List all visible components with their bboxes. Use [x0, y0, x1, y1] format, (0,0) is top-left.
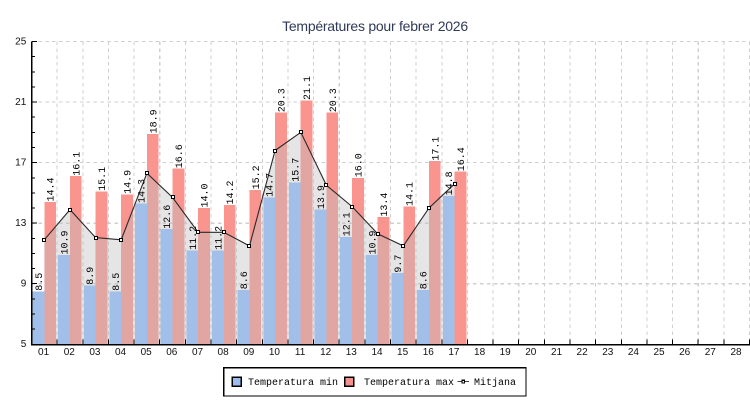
svg-text:14.4: 14.4	[47, 177, 58, 201]
svg-text:8.6: 8.6	[420, 271, 431, 289]
svg-text:11: 11	[295, 347, 306, 358]
svg-text:09: 09	[243, 347, 255, 358]
svg-text:11.2: 11.2	[189, 226, 200, 250]
svg-text:01: 01	[38, 347, 50, 358]
svg-text:12.1: 12.1	[343, 212, 354, 236]
svg-text:20.3: 20.3	[329, 88, 340, 112]
svg-text:13.4: 13.4	[380, 193, 391, 217]
svg-text:17.1: 17.1	[431, 137, 442, 161]
svg-text:8.5: 8.5	[112, 273, 123, 291]
svg-text:28: 28	[730, 347, 742, 358]
svg-text:24: 24	[628, 347, 640, 358]
svg-text:14: 14	[371, 347, 383, 358]
svg-text:08: 08	[218, 347, 230, 358]
svg-text:8.9: 8.9	[86, 267, 97, 285]
svg-text:20.3: 20.3	[278, 88, 289, 112]
svg-text:15.2: 15.2	[252, 165, 263, 189]
svg-text:05: 05	[141, 347, 153, 358]
svg-text:03: 03	[89, 347, 101, 358]
svg-text:15.1: 15.1	[98, 167, 109, 191]
svg-text:04: 04	[115, 347, 127, 358]
svg-text:18.9: 18.9	[149, 109, 160, 133]
svg-text:10.9: 10.9	[61, 230, 72, 254]
svg-text:21.1: 21.1	[303, 76, 314, 100]
svg-text:02: 02	[64, 347, 76, 358]
svg-text:26: 26	[679, 347, 691, 358]
svg-text:13.9: 13.9	[317, 185, 328, 209]
svg-text:8.5: 8.5	[35, 273, 46, 291]
svg-text:07: 07	[192, 347, 204, 358]
svg-text:06: 06	[166, 347, 178, 358]
svg-text:5: 5	[21, 339, 27, 350]
svg-text:Temperatura min: Temperatura min	[248, 377, 338, 389]
svg-text:16.4: 16.4	[457, 147, 468, 171]
svg-text:20: 20	[525, 347, 537, 358]
svg-text:12.6: 12.6	[163, 205, 174, 229]
svg-text:14.1: 14.1	[406, 182, 417, 206]
svg-text:15.7: 15.7	[291, 158, 302, 182]
svg-text:9.7: 9.7	[394, 255, 405, 273]
svg-text:10.9: 10.9	[368, 230, 379, 254]
svg-text:10: 10	[269, 347, 281, 358]
svg-text:22: 22	[577, 347, 589, 358]
svg-text:27: 27	[705, 347, 717, 358]
svg-text:25: 25	[15, 36, 27, 47]
svg-text:21: 21	[15, 97, 27, 108]
svg-text:9: 9	[21, 279, 27, 290]
svg-text:15: 15	[397, 347, 409, 358]
svg-text:13: 13	[346, 347, 358, 358]
svg-text:18: 18	[474, 347, 486, 358]
svg-text:23: 23	[602, 347, 614, 358]
svg-text:14.9: 14.9	[124, 170, 135, 194]
svg-text:14.3: 14.3	[138, 179, 149, 203]
svg-text:14.8: 14.8	[445, 171, 456, 195]
svg-text:12: 12	[320, 347, 332, 358]
svg-text:14.0: 14.0	[201, 183, 212, 207]
svg-text:14.2: 14.2	[226, 180, 237, 204]
svg-text:Mitjana: Mitjana	[474, 377, 516, 389]
svg-text:17: 17	[448, 347, 460, 358]
svg-text:11.2: 11.2	[214, 226, 225, 250]
svg-text:19: 19	[500, 347, 512, 358]
svg-text:16.6: 16.6	[175, 144, 186, 168]
svg-text:25: 25	[653, 347, 665, 358]
svg-text:Temperatura max: Temperatura max	[364, 378, 454, 389]
svg-text:8.6: 8.6	[240, 271, 251, 289]
svg-text:17: 17	[15, 158, 27, 169]
svg-text:16.1: 16.1	[72, 152, 83, 176]
svg-text:16: 16	[423, 347, 435, 358]
svg-text:Températures pour febrer 2026: Températures pour febrer 2026	[282, 18, 468, 34]
svg-text:14.7: 14.7	[266, 173, 277, 197]
svg-text:13: 13	[15, 218, 27, 229]
svg-text:16.0: 16.0	[354, 153, 365, 177]
svg-text:21: 21	[551, 347, 563, 358]
